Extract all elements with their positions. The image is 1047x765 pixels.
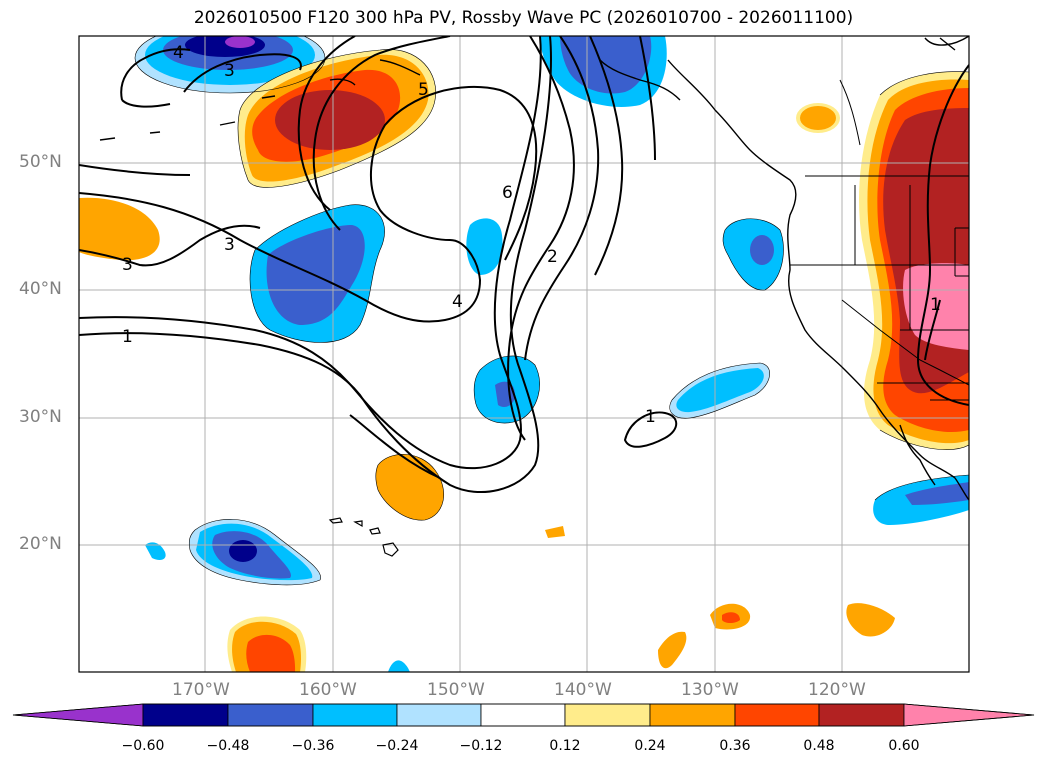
map-title: 2026010500 F120 300 hPa PV, Rossby Wave … — [193, 8, 854, 28]
colorbar-tick-label: −0.12 — [459, 738, 503, 754]
pv-anomaly-positive-bottom-center — [658, 631, 687, 669]
pv-anomaly-negative-coast — [723, 218, 784, 291]
colorbar-bin — [312, 703, 398, 727]
colorbar-bin — [564, 703, 651, 727]
hawaii-islands — [328, 517, 399, 557]
colorbar — [12, 703, 1035, 727]
colorbar-tick-label: −0.48 — [206, 738, 250, 754]
colorbar-bin — [142, 703, 229, 727]
colorbar-tick-label: 0.48 — [803, 738, 835, 754]
colorbar-bin — [734, 703, 820, 727]
anomaly-outlines — [134, 36, 969, 586]
pv-anomaly-positive-west — [79, 197, 160, 261]
contour-labels: 4 3 5 6 3 3 1 4 2 1 1 — [122, 43, 941, 427]
colorbar-tick-label: −0.60 — [121, 738, 165, 754]
pv-anomaly-positive-west-us — [859, 71, 969, 450]
lon-label: 140°W — [554, 680, 612, 700]
colorbar-tick-label: 0.60 — [888, 738, 920, 754]
lat-label: 50°N — [19, 152, 62, 172]
contour-label: 1 — [122, 327, 133, 347]
lon-label: 120°W — [808, 680, 866, 700]
pv-anomaly-positive-bottom-far — [846, 603, 895, 637]
colorbar-tick-label: −0.36 — [291, 738, 335, 754]
colorbar-bin — [818, 703, 905, 727]
colorbar-bin — [649, 703, 736, 727]
pv-anomaly-negative-bottom — [388, 660, 410, 672]
contour-label: 3 — [122, 255, 133, 275]
colorbar-extend-high — [903, 703, 1035, 727]
pv-anomaly-positive-aleutian — [237, 49, 436, 188]
contour-label: 1 — [930, 295, 941, 315]
contour-label: 2 — [547, 247, 558, 267]
colorbar-tick-label: −0.24 — [375, 738, 419, 754]
colorbar-tick-label: 0.36 — [719, 738, 751, 754]
lat-label: 30°N — [19, 407, 62, 427]
pv-anomaly-negative-baja — [873, 475, 969, 525]
contour-label: 4 — [452, 292, 463, 312]
colorbar-bin — [480, 703, 566, 727]
contour-label: 5 — [418, 80, 429, 100]
pv-contours — [79, 36, 969, 493]
colorbar-extend-low — [12, 703, 144, 727]
contour-label: 1 — [645, 407, 656, 427]
contour-label: 3 — [224, 235, 235, 255]
colorbar-bin — [227, 703, 314, 727]
colorbar-tick-label: 0.12 — [549, 738, 581, 754]
lon-label: 170°W — [172, 680, 230, 700]
lat-label: 40°N — [19, 279, 62, 299]
pv-anomaly-positive-bc — [796, 103, 840, 133]
political-borders — [790, 79, 969, 401]
lat-label: 20°N — [19, 534, 62, 554]
pv-anomaly-positive-tiny — [545, 526, 565, 538]
contour-label: 3 — [224, 61, 235, 81]
colorbar-bin — [396, 703, 482, 727]
lon-label: 130°W — [681, 680, 739, 700]
lon-label: 150°W — [427, 680, 485, 700]
colorbar-tick-label: 0.24 — [634, 738, 666, 754]
pv-anomaly-negative-east — [669, 363, 770, 419]
pv-anomaly-positive-south — [227, 616, 307, 672]
plot-area: 4 3 5 6 3 3 1 4 2 1 1 — [79, 36, 969, 672]
pv-anomaly-positive-bottom-east — [710, 603, 751, 630]
lon-label: 160°W — [299, 680, 357, 700]
contour-label: 6 — [502, 183, 513, 203]
graticule — [79, 36, 969, 672]
plot-frame — [78, 35, 970, 673]
contour-label: 4 — [173, 43, 184, 63]
coastlines — [99, 36, 969, 501]
